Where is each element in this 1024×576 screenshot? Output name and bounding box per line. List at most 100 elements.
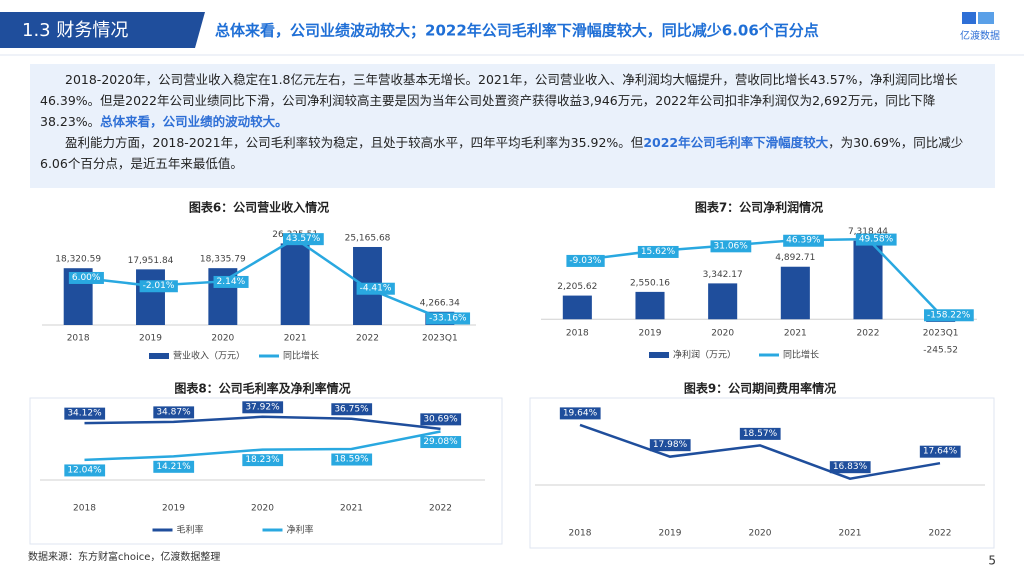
paragraph: 盈利能力方面，2018-2021年，公司毛利率较为稳定，且处于较高水平，四年平均… (40, 132, 985, 174)
x-tick-label: 2023Q1 (422, 334, 458, 344)
legend-label: 净利润（万元） (673, 349, 736, 361)
x-tick-label: 2020 (749, 529, 772, 539)
legend-label: 毛利率 (177, 524, 204, 536)
page-number: 5 (988, 554, 996, 568)
data-label: 18.59% (334, 455, 369, 465)
label-box (420, 413, 462, 426)
label-box (855, 233, 897, 246)
chart-frame (529, 397, 995, 549)
label-box (566, 254, 605, 267)
label-box (637, 245, 679, 258)
data-label: 30.69% (423, 414, 458, 424)
x-tick-label: 2022 (857, 329, 880, 339)
source: 数据来源：东方财富choice，亿渡数据整理 (28, 550, 220, 563)
label-box (649, 439, 691, 452)
bar (562, 295, 592, 320)
x-tick-label: 2022 (429, 504, 452, 514)
label-box (153, 406, 195, 419)
x-tick-label: 2021 (340, 504, 363, 514)
bar (780, 266, 810, 320)
x-tick-label: 2022 (929, 529, 952, 539)
line (84, 415, 441, 431)
x-tick-label: 2023Q1 (923, 329, 959, 339)
logo-icon (962, 12, 976, 24)
bar (635, 291, 665, 320)
data-label: 49.58% (859, 235, 894, 245)
label-box (64, 407, 106, 420)
data-label: 15.62% (641, 247, 676, 257)
section-title: 1.3 财务情况 (22, 20, 128, 41)
x-tick-label: 2018 (569, 529, 592, 539)
x-tick-label: 2019 (139, 334, 162, 344)
data-label: 17.64% (923, 447, 958, 457)
data-label: 12.04% (67, 465, 102, 475)
label-box (64, 464, 106, 477)
logo-icon (978, 12, 994, 24)
chart-title: 图表6：公司营业收入情况 (189, 200, 329, 215)
label-box (420, 436, 462, 449)
data-label: 46.39% (786, 236, 821, 246)
logo-text: 亿渡数据 (960, 29, 1000, 42)
headline: 总体来看，公司业绩波动较大；2022年公司毛利率下滑幅度较大，同比减少6.06个… (215, 22, 819, 40)
text: 盈利能力方面，2018-2021年，公司毛利率较为稳定，且处于较高水平，四年平均… (65, 135, 644, 150)
banner-tip (195, 12, 205, 48)
data-label: 16.83% (833, 462, 868, 472)
label-box (924, 309, 974, 322)
label-box (213, 275, 249, 288)
line (577, 237, 942, 316)
data-label: -33.16% (429, 313, 467, 323)
x-tick-label: 2021 (784, 329, 807, 339)
label-box (68, 271, 104, 284)
x-tick-label: 2019 (639, 329, 662, 339)
x-tick-label: 2018 (67, 334, 90, 344)
label-box (242, 401, 284, 414)
highlight: 2022年公司毛利率下滑幅度较大 (643, 135, 829, 150)
line (579, 423, 941, 480)
chart-title: 图表9：公司期间费用率情况 (684, 381, 836, 396)
section-banner (0, 12, 195, 48)
x-tick-label: 2020 (251, 504, 274, 514)
bar-label: 18,320.59 (55, 255, 101, 265)
data-label: -2.01% (143, 281, 175, 291)
data-label: 34.12% (67, 409, 102, 419)
data-label: 19.64% (563, 408, 598, 418)
bar-label: 17,951.84 (128, 256, 174, 266)
data-label: 31.06% (714, 241, 749, 251)
data-label: -158.22% (927, 310, 971, 320)
chart-title: 图表7：公司净利润情况 (695, 200, 823, 215)
x-tick-label: 2021 (839, 529, 862, 539)
label-box (331, 403, 373, 416)
paragraph: 2018-2020年，公司营业收入稳定在1.8亿元左右，三年营收基本无增长。20… (40, 69, 985, 132)
x-tick-label: 2019 (162, 504, 185, 514)
data-label: 2.14% (217, 277, 246, 287)
chart-frame (29, 397, 503, 545)
bar (853, 240, 883, 320)
bar-label: -245.52 (923, 345, 958, 355)
summary-box: 2018-2020年，公司营业收入稳定在1.8亿元左右，三年营收基本无增长。20… (30, 64, 995, 188)
bar-label: 2,205.62 (557, 282, 597, 292)
data-label: 6.00% (72, 273, 101, 283)
data-label: 17.98% (653, 440, 688, 450)
label-box (783, 234, 824, 247)
legend-swatch (149, 353, 169, 359)
x-tick-label: 2020 (211, 334, 234, 344)
bar-label: 25,165.68 (345, 233, 391, 243)
bar-label: 4,892.71 (775, 253, 815, 263)
text: 2018-2020年，公司营业收入稳定在1.8亿元左右，三年营收基本无增长。20… (40, 72, 958, 129)
text: ，为30.69%，同比减少6.06个百分点，是近五年来最低值。 (40, 135, 964, 171)
bar-label: 2,550.16 (630, 278, 670, 288)
legend-label: 净利率 (287, 524, 314, 536)
x-tick-label: 2020 (711, 329, 734, 339)
bar (136, 269, 165, 325)
label-box (919, 445, 961, 458)
line (84, 430, 441, 462)
label-box (356, 282, 395, 295)
data-label: 18.23% (245, 455, 280, 465)
bar-label: 7,318.44 (848, 227, 888, 237)
highlight: 总体来看，公司业绩的波动较大。 (100, 114, 288, 129)
data-label: 43.57% (286, 234, 321, 244)
label-box (559, 407, 601, 420)
legend-label: 营业收入（万元） (173, 350, 245, 362)
